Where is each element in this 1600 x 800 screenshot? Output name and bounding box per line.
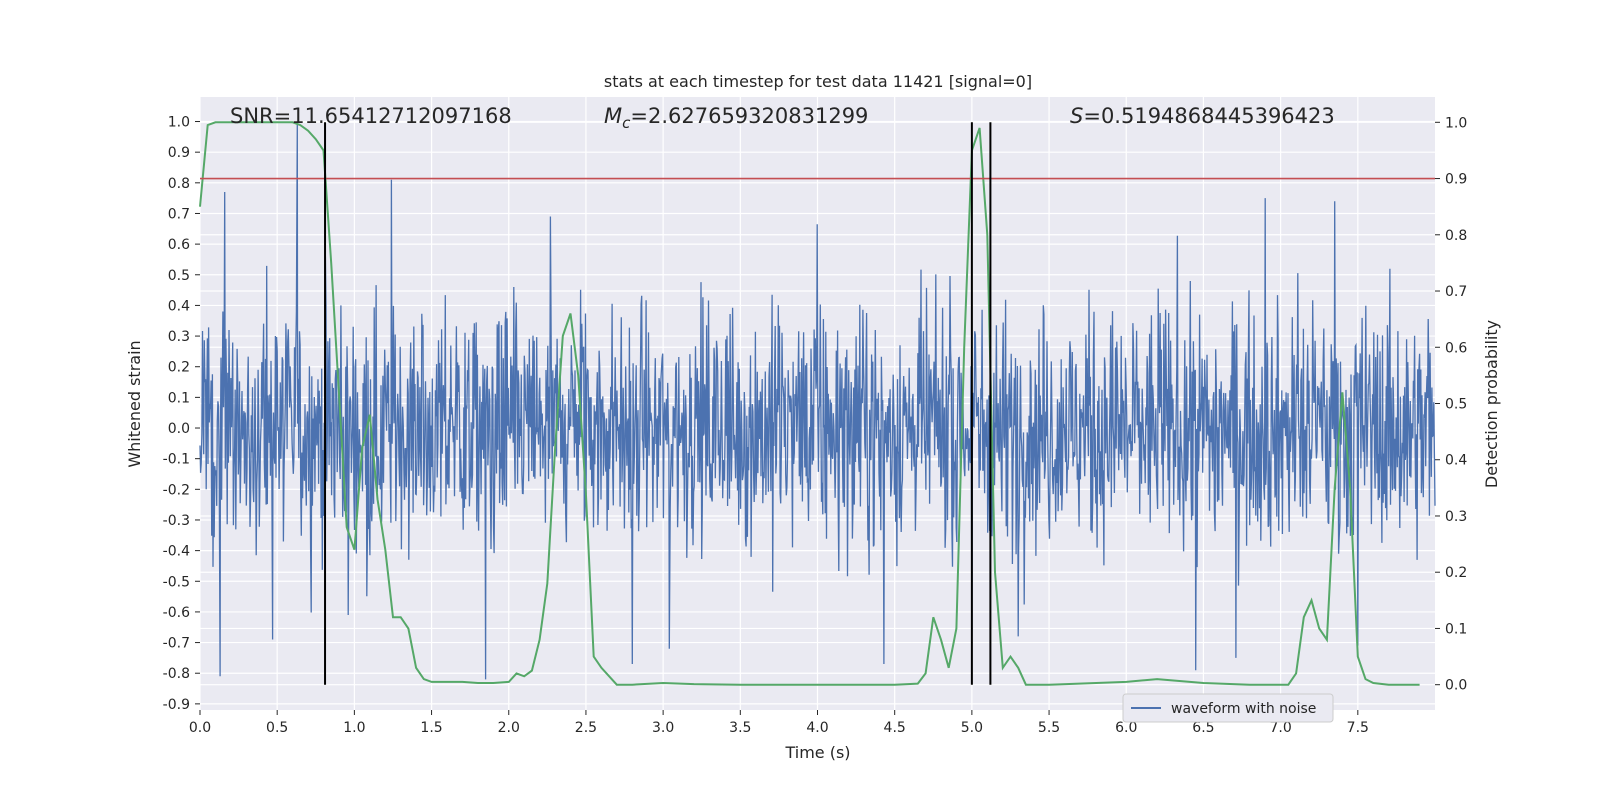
legend-label-waveform: waveform with noise [1171,701,1316,717]
y-tick-label-left: 0.7 [168,206,190,222]
y-tick-label-left: -0.3 [163,513,190,529]
x-tick-label: 4.0 [806,720,828,736]
x-tick-label: 4.5 [884,720,906,736]
y-tick-label-left: -0.5 [163,574,190,590]
waveform-series [199,121,1436,680]
y-tick-label-right: 0.6 [1445,340,1467,356]
y-tick-label-left: 0.9 [168,145,190,161]
chirp-mass-annotation: Mc=2.627659320831299 [604,104,868,132]
x-tick-label: 5.0 [961,720,983,736]
y-tick-label-left: -0.2 [163,482,190,498]
x-tick-label: 3.5 [729,720,751,736]
x-axis-label: Time (s) [784,743,850,762]
legend-box [1122,693,1334,723]
y-axis-label-left: Whitened strain [125,340,144,467]
s-value: =0.5194868445396423 [1083,104,1334,128]
x-tick-label: 1.5 [420,720,442,736]
axis-ticks: 0.0 0.5 1.0 1.5 2.0 2.5 3.0 3.5 4.0 4.5 5.0 5.5 6.0 6… [163,115,1468,736]
y-tick-label-left: -0.1 [163,452,190,468]
y-tick-label-right: 0.2 [1445,565,1467,581]
reference-lines [200,122,1435,685]
y-tick-label-right: 0.7 [1445,284,1467,300]
y-tick-label-right: 0.1 [1445,621,1467,637]
x-tick-label: 2.0 [498,720,520,736]
detection-probability-line [199,121,1420,686]
waveform-line [199,121,1436,680]
y-axis-label-right: Detection probability [1482,320,1501,488]
y-tick-label-left: -0.8 [163,666,190,682]
y-tick-label-right: 1.0 [1445,115,1467,131]
y-tick-label-left: -0.9 [163,697,190,713]
y-tick-label-right: 0.0 [1445,678,1467,694]
y-tick-label-left: 0.0 [168,421,190,437]
y-tick-label-left: 0.4 [168,298,190,314]
y-tick-label-left: 0.8 [168,176,190,192]
y-tick-label-left: 1.0 [168,115,190,131]
x-tick-label: 1.0 [343,720,365,736]
y-tick-label-right: 0.8 [1445,228,1467,244]
y-tick-label-left: 0.6 [168,237,190,253]
y-tick-label-right: 0.9 [1445,172,1467,188]
y-tick-label-left: -0.7 [163,636,190,652]
snr-annotation: SNR=11.65412712097168 [230,104,512,128]
y-tick-label-right: 0.3 [1445,509,1467,525]
x-tick-label: 0.0 [189,720,211,736]
x-tick-label: 6.0 [1115,720,1137,736]
chirp-mass-symbol: M [604,104,622,128]
s-annotation: S=0.5194868445396423 [1070,104,1335,128]
chart-title: stats at each timestep for test data 114… [604,72,1032,91]
x-tick-label: 0.5 [266,720,288,736]
y-tick-label-left: -0.6 [163,605,190,621]
y-tick-label-left: -0.4 [163,544,190,560]
x-tick-label: 7.0 [1269,720,1291,736]
chirp-mass-value: =2.627659320831299 [630,104,868,128]
y-tick-label-left: 0.5 [168,268,190,284]
x-tick-label: 2.5 [575,720,597,736]
y-tick-label-right: 0.5 [1445,397,1467,413]
x-tick-label: 3.0 [652,720,674,736]
legend: waveform with noise [1122,693,1334,723]
y-tick-label-left: 0.2 [168,360,190,376]
x-tick-label: 7.5 [1347,720,1369,736]
probability-series [199,121,1420,686]
y-tick-label-left: 0.3 [168,329,190,345]
s-symbol: S [1070,104,1083,128]
x-tick-label: 5.5 [1038,720,1060,736]
y-tick-label-left: 0.1 [168,390,190,406]
y-tick-label-right: 0.4 [1445,453,1467,469]
x-tick-label: 6.5 [1192,720,1214,736]
chirp-mass-subscript: c [622,114,631,132]
